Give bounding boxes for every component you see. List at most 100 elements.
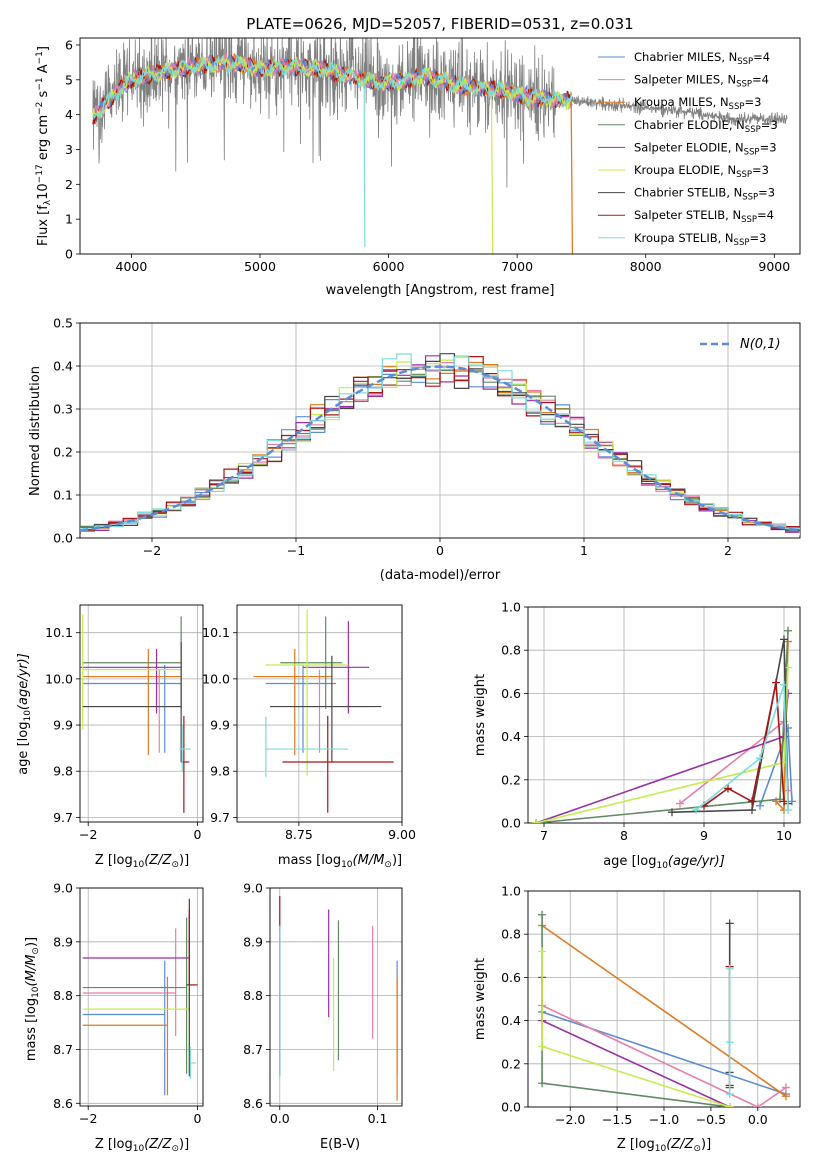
y-tick-label: 2	[65, 177, 73, 192]
y-tick-label: 1	[65, 212, 73, 227]
axes-frame	[79, 887, 204, 1107]
spectrum-title: PLATE=0626, MJD=52057, FIBERID=0531, z=0…	[246, 15, 633, 33]
y-tick-label: 0.4	[501, 729, 521, 744]
y-tick-label: 10.1	[45, 625, 73, 640]
axes-frame	[79, 37, 801, 255]
weight-marker-salpeter_miles	[753, 1103, 762, 1107]
x-tick-label: 8.75	[285, 827, 313, 842]
histogram-legend: N(0,1)	[700, 337, 781, 352]
y-tick-label: 0.8	[501, 927, 521, 942]
y-tick-label: 0.1	[53, 488, 73, 503]
weight-line-kroupa_stelib	[695, 684, 789, 811]
weight-line-kroupa_miles	[541, 924, 787, 1097]
axes-frame	[236, 604, 403, 823]
clipped-layer	[82, 898, 198, 1096]
weight-marker-salpeter_miles	[676, 799, 684, 808]
y-tick-label: 0.8	[501, 643, 521, 658]
x-tick-label: 9.00	[388, 827, 416, 842]
weight-marker-kroupa_miles	[781, 1092, 790, 1101]
y-tick-label: 0.6	[501, 686, 521, 701]
y-tick-label: 10.0	[202, 671, 230, 686]
weight-vs-age-xlabel: age [log10(age/yr)]	[603, 854, 725, 871]
age-vs-metallicity-plot: −2 0 9.7 9.8 9.9 10.0 10.1	[45, 604, 204, 842]
model-spectrum-line	[92, 54, 572, 120]
x-tick-label: 0	[436, 543, 444, 558]
x-tick-label: −1.0	[649, 1112, 679, 1127]
weight-marker-kroupa_elodie	[538, 947, 547, 956]
mass-vs-metallicity-plot: −2 0 8.6 8.7 8.8 8.9 9.0	[53, 881, 204, 1126]
y-tick-label: 1.0	[501, 600, 521, 615]
mass-vs-ebv-xlabel: E(B-V)	[320, 1137, 360, 1152]
weight-line-chabrier_elodie	[535, 630, 789, 823]
weight-marker-kroupa_elodie	[538, 1042, 547, 1051]
age-vs-metallicity-ylabel: age [log10(age/yr)]	[16, 653, 33, 775]
spectrum-xlabel: wavelength [Angstrom, rest frame]	[326, 283, 555, 298]
x-tick-label: 4000	[116, 259, 148, 274]
y-tick-label: 1.0	[501, 884, 521, 899]
legend-label-salpeter_stelib: Salpeter STELIB, NSSP=4	[634, 208, 774, 225]
x-tick-label: −1.5	[602, 1112, 632, 1127]
age-vs-mass-plot: 8.75 9.00 9.7 9.8 9.9 10.0 10.1	[202, 604, 416, 842]
model-spectrum-line	[92, 55, 573, 120]
y-tick-label: 0.3	[53, 402, 73, 417]
y-tick-label: 8.7	[53, 1042, 73, 1057]
weight-marker-kroupa_stelib	[756, 754, 764, 763]
y-tick-label: 10.0	[45, 671, 73, 686]
y-tick-label: 8.8	[53, 988, 73, 1003]
weight-marker-chabrier_stelib	[668, 808, 676, 817]
x-tick-label: 8000	[630, 259, 662, 274]
normal-curve	[80, 365, 800, 532]
weight-marker-kroupa_stelib	[784, 806, 792, 815]
weight-vs-metallicity-ylabel: mass weight	[473, 958, 488, 1040]
weight-marker-salpeter_stelib	[724, 784, 732, 793]
legend-label-chabrier_miles: Chabrier MILES, NSSP=4	[634, 50, 770, 67]
weight-marker-salpeter_stelib	[748, 797, 756, 806]
clipped-layer	[80, 353, 800, 536]
y-tick-label: 8.7	[243, 1042, 263, 1057]
y-tick-label: 8.6	[243, 1096, 263, 1111]
y-tick-label: 0.4	[53, 359, 73, 374]
legend-label-kroupa_stelib: Kroupa STELIB, NSSP=3	[634, 231, 766, 248]
y-tick-label: 0.2	[53, 445, 73, 460]
weight-vs-metallicity-xlabel: Z [log10(Z/Z⊙)]	[617, 1137, 711, 1154]
x-tick-label: −2	[79, 1111, 97, 1126]
x-tick-label: 7	[540, 828, 548, 843]
y-tick-label: 0	[65, 247, 73, 262]
legend-label-salpeter_miles: Salpeter MILES, NSSP=4	[634, 73, 769, 90]
x-tick-label: 8	[620, 828, 628, 843]
legend-label-kroupa_miles: Kroupa MILES, NSSP=3	[634, 95, 761, 112]
y-tick-label: 0.2	[501, 772, 521, 787]
legend-label-chabrier_elodie: Chabrier ELODIE, NSSP=3	[634, 118, 778, 135]
weight-line-chabrier_miles	[541, 1011, 787, 1095]
histogram-xlabel: (data-model)/error	[380, 568, 501, 583]
weight-marker-chabrier_elodie	[538, 910, 547, 919]
y-tick-label: 9.9	[53, 718, 73, 733]
spectrum-legend: Chabrier MILES, NSSP=4 Salpeter MILES, NS…	[598, 50, 778, 248]
axes-frame	[269, 887, 403, 1107]
weight-marker-salpeter_miles	[781, 1083, 790, 1092]
x-tick-label: 6000	[373, 259, 405, 274]
y-tick-label: 9.8	[53, 764, 73, 779]
y-tick-label: 9.0	[53, 881, 73, 896]
weight-marker-chabrier_stelib	[748, 806, 756, 815]
weight-marker-chabrier_stelib	[780, 635, 788, 644]
spectrum-plot: 4000 5000 6000 7000 8000 9000 0 1 2 3 4 5 6	[65, 37, 801, 274]
age-vs-mass-xlabel: mass [log10(M/M⊙)]	[278, 853, 402, 870]
x-tick-label: −2	[79, 827, 97, 842]
clipped-layer	[279, 896, 398, 1101]
clipped-layer	[532, 626, 796, 823]
weight-line-salpeter_elodie	[535, 693, 789, 823]
x-tick-label: −2	[143, 543, 161, 558]
model-dropout-line	[490, 97, 494, 254]
clipped-layer	[538, 910, 790, 1107]
y-tick-label: 0.4	[501, 1013, 521, 1028]
axes-frame	[527, 606, 801, 824]
weight-marker-kroupa_elodie	[532, 819, 540, 823]
x-tick-label: 9000	[758, 259, 790, 274]
legend-label-salpeter_elodie: Salpeter ELODIE, NSSP=3	[634, 140, 777, 157]
y-tick-label: 0.6	[501, 970, 521, 985]
legend-label-kroupa_elodie: Kroupa ELODIE, NSSP=3	[634, 163, 769, 180]
weight-line-salpeter_miles	[541, 1004, 787, 1107]
weight-marker-kroupa_stelib	[692, 806, 700, 815]
mass-vs-ebv-plot: 0.0 0.1 8.6 8.7 8.8 8.9 9.0	[243, 881, 403, 1126]
